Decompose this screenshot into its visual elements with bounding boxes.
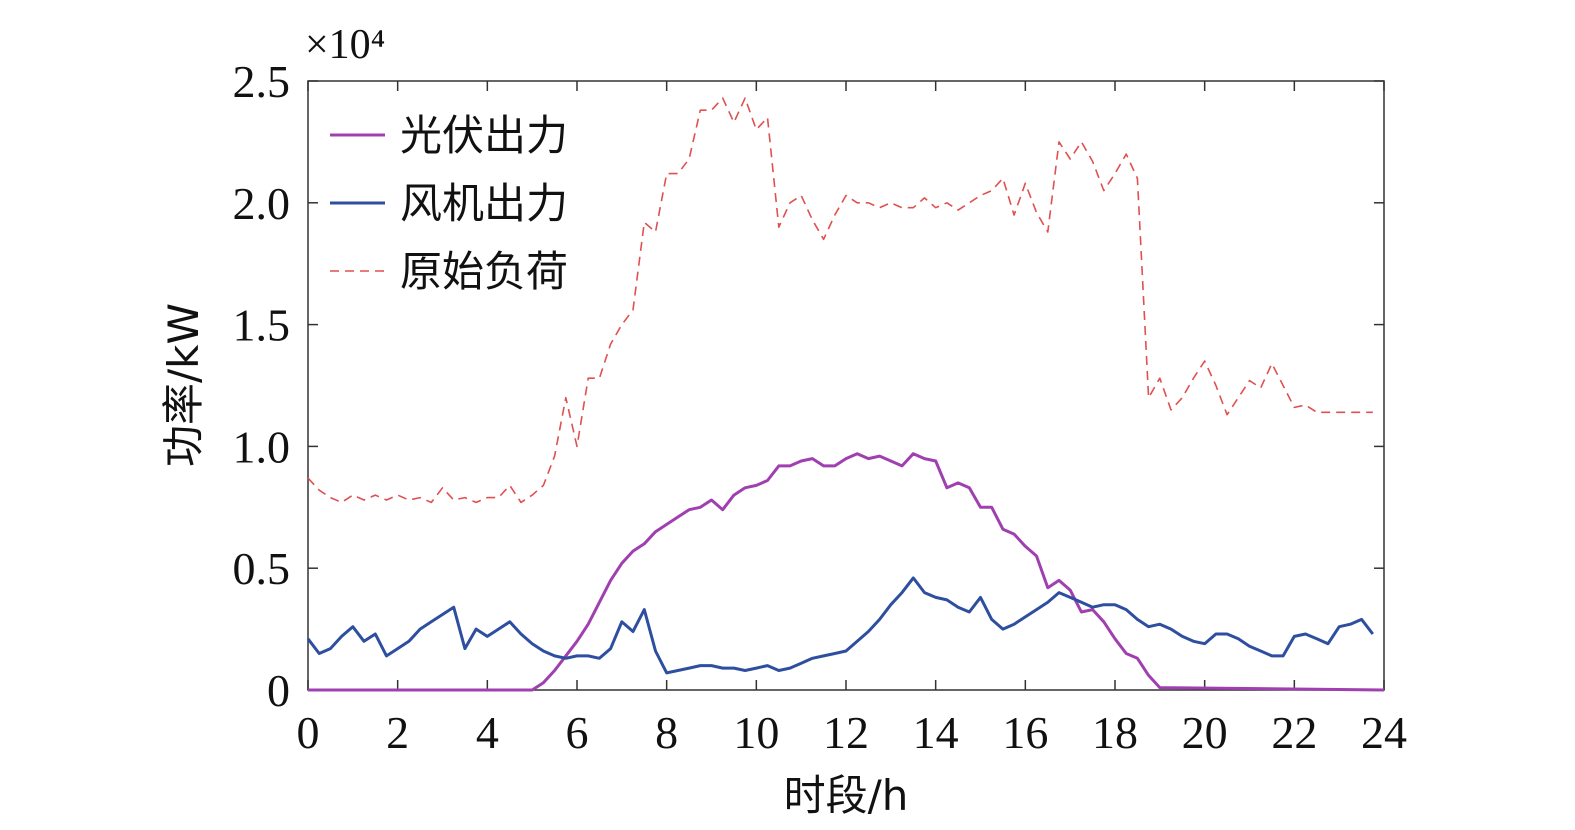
y-tick-label: 0.5 bbox=[233, 543, 291, 594]
y-tick-label: 1.5 bbox=[233, 300, 291, 351]
x-tick-label: 4 bbox=[476, 707, 499, 758]
x-tick-label: 6 bbox=[566, 707, 589, 758]
x-tick-label: 20 bbox=[1182, 707, 1228, 758]
plot-frame bbox=[307, 80, 1385, 691]
x-axis-label: 时段/h bbox=[784, 771, 909, 820]
x-tick-label: 18 bbox=[1092, 707, 1138, 758]
y-axis: 0 0.5 1.0 1.5 2.0 2.5 bbox=[233, 56, 1384, 716]
x-tick-label: 14 bbox=[913, 707, 959, 758]
series-line-1 bbox=[306, 576, 1374, 675]
y-axis-label: 功率/kW bbox=[159, 303, 208, 467]
legend-label-0: 光伏出力 bbox=[400, 111, 568, 160]
x-tick-label: 24 bbox=[1361, 707, 1407, 758]
series-layer bbox=[306, 97, 1385, 692]
y-tick-label: 2.5 bbox=[233, 56, 291, 107]
y-tick-label: 0 bbox=[267, 665, 290, 716]
y-tick-label: 1.0 bbox=[233, 421, 291, 472]
x-tick-label: 10 bbox=[733, 707, 779, 758]
legend-label-2: 原始负荷 bbox=[400, 247, 568, 296]
x-tick-label: 0 bbox=[297, 707, 320, 758]
series-line-0 bbox=[308, 452, 1385, 692]
legend-label-1: 风机出力 bbox=[400, 179, 568, 228]
x-axis: 0 2 4 6 8 10 12 14 16 18 20 22 24 bbox=[297, 81, 1407, 758]
axis-multiplier: ×10⁴ bbox=[305, 22, 385, 68]
series-line-2 bbox=[307, 97, 1373, 504]
y-tick-label: 2.0 bbox=[233, 178, 291, 229]
x-tick-label: 16 bbox=[1002, 707, 1048, 758]
x-tick-label: 12 bbox=[823, 707, 869, 758]
x-tick-label: 22 bbox=[1271, 707, 1317, 758]
x-tick-label: 8 bbox=[655, 707, 678, 758]
x-tick-label: 2 bbox=[386, 707, 409, 758]
